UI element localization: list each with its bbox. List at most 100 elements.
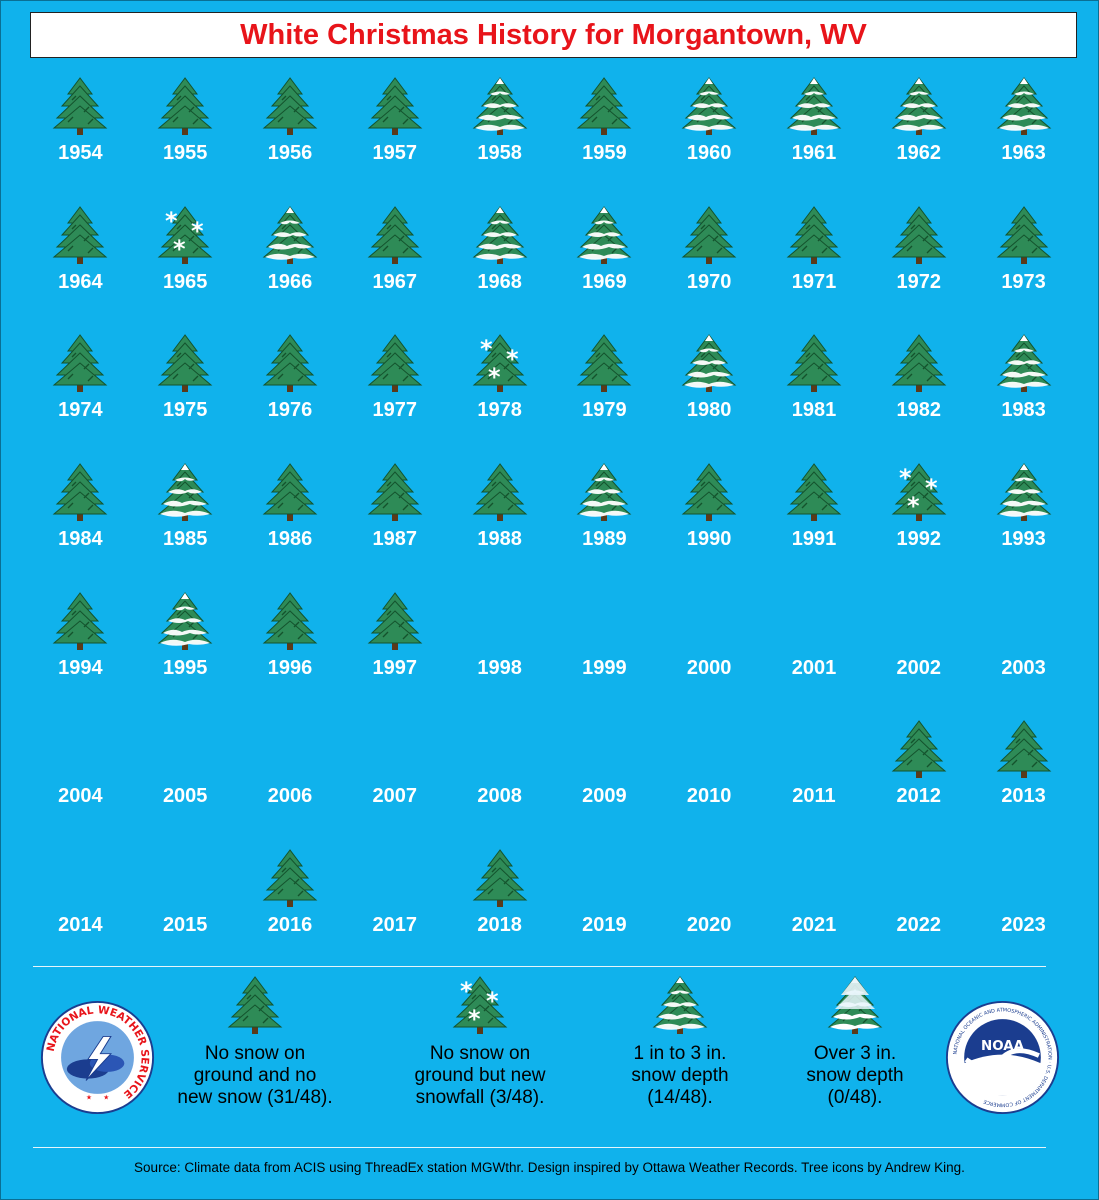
no-snow-tree-icon bbox=[574, 76, 634, 138]
year-cell: 2009 bbox=[552, 713, 657, 842]
svg-text:*: * bbox=[480, 335, 493, 363]
source-note: Source: Climate data from ACIS using Thr… bbox=[134, 1160, 965, 1175]
year-label: 2008 bbox=[477, 785, 522, 808]
year-cell: 1995 bbox=[133, 585, 238, 714]
year-cell: 1958 bbox=[447, 70, 552, 199]
year-label: 1976 bbox=[267, 399, 313, 422]
light-snow-tree-icon bbox=[260, 205, 320, 267]
year-label: 2015 bbox=[162, 914, 208, 937]
snowfall-tree-icon: * * * bbox=[155, 205, 215, 267]
year-label: 1997 bbox=[372, 656, 418, 679]
year-cell: 1962 bbox=[866, 70, 971, 199]
year-label: 1974 bbox=[58, 399, 103, 422]
empty-icon-slot bbox=[260, 719, 320, 781]
no-snow-tree-icon bbox=[365, 591, 425, 653]
year-cell: 1964 bbox=[28, 199, 133, 328]
year-label: 1984 bbox=[58, 528, 103, 551]
year-label: 1981 bbox=[791, 399, 837, 422]
year-label: 1958 bbox=[477, 142, 522, 164]
svg-text:*: * bbox=[173, 235, 186, 263]
year-cell: 2015 bbox=[133, 842, 238, 971]
year-cell: 1960 bbox=[657, 70, 762, 199]
year-cell: * * * 1992 bbox=[866, 456, 971, 585]
year-cell: * * * 1965 bbox=[133, 199, 238, 328]
empty-icon-slot bbox=[470, 719, 530, 781]
year-label: 2014 bbox=[58, 914, 103, 937]
year-cell: 2006 bbox=[238, 713, 343, 842]
legend-text: 1 in to 3 in. snow depth (14/48). bbox=[631, 1043, 729, 1108]
year-label: 1979 bbox=[582, 399, 627, 422]
year-cell: 1982 bbox=[866, 327, 971, 456]
svg-text:*: * bbox=[191, 217, 204, 245]
empty-icon-slot bbox=[679, 591, 739, 653]
year-label: 2022 bbox=[896, 914, 942, 937]
year-label: 2012 bbox=[896, 785, 942, 808]
year-label: 2011 bbox=[792, 785, 836, 808]
empty-icon-slot bbox=[574, 848, 634, 910]
year-cell: 1955 bbox=[133, 70, 238, 199]
legend-text: No snow on ground but new snowfall (3/48… bbox=[414, 1043, 546, 1108]
light-snow-tree-icon bbox=[889, 76, 949, 138]
year-label: 2006 bbox=[267, 785, 313, 808]
year-label: 1991 bbox=[791, 528, 837, 551]
year-label: 2005 bbox=[162, 785, 208, 808]
no-snow-tree-icon bbox=[365, 205, 425, 267]
no-snow-tree-icon bbox=[50, 333, 110, 395]
svg-text:*: * bbox=[468, 1005, 481, 1033]
light-snow-tree-icon bbox=[574, 462, 634, 524]
year-cell: 2012 bbox=[866, 713, 971, 842]
year-cell: 2019 bbox=[552, 842, 657, 971]
year-cell: 1979 bbox=[552, 327, 657, 456]
no-snow-tree-icon bbox=[889, 333, 949, 395]
legend-item: No snow on ground and no new snow (31/48… bbox=[155, 975, 355, 1109]
noaa-logo-text: NOAA bbox=[981, 1039, 1025, 1054]
year-cell: 1956 bbox=[238, 70, 343, 199]
no-snow-tree-icon bbox=[225, 975, 285, 1037]
year-cell: 2003 bbox=[971, 585, 1076, 714]
year-label: 2020 bbox=[686, 914, 732, 937]
year-cell: 1976 bbox=[238, 327, 343, 456]
svg-text:*: * bbox=[488, 363, 501, 391]
legend-item: 1 in to 3 in. snow depth (14/48). bbox=[585, 975, 775, 1109]
light-snow-tree-icon bbox=[994, 333, 1054, 395]
year-label: 2007 bbox=[372, 785, 418, 808]
year-label: 1969 bbox=[582, 270, 627, 293]
year-cell: 1998 bbox=[447, 585, 552, 714]
year-cell: 1986 bbox=[238, 456, 343, 585]
year-label: 1962 bbox=[896, 142, 942, 164]
year-cell: 2020 bbox=[657, 842, 762, 971]
svg-text:★: ★ bbox=[103, 1095, 109, 1102]
empty-icon-slot bbox=[679, 719, 739, 781]
light-snow-tree-icon bbox=[994, 462, 1054, 524]
year-label: 2000 bbox=[686, 656, 732, 679]
year-cell: 1972 bbox=[866, 199, 971, 328]
year-label: 1989 bbox=[582, 528, 627, 551]
year-label: 2010 bbox=[686, 785, 732, 808]
snowfall-tree-icon: * * * bbox=[889, 462, 949, 524]
title-box: White Christmas History for Morgantown, … bbox=[30, 12, 1077, 58]
year-label: 1999 bbox=[582, 656, 627, 679]
year-cell: 1961 bbox=[762, 70, 867, 199]
legend-bottom-divider bbox=[33, 1147, 1046, 1148]
empty-icon-slot bbox=[889, 848, 949, 910]
year-label: 1972 bbox=[896, 270, 942, 293]
year-cell: 2018 bbox=[447, 842, 552, 971]
year-cell: 2014 bbox=[28, 842, 133, 971]
year-cell: 1999 bbox=[552, 585, 657, 714]
no-snow-tree-icon bbox=[260, 76, 320, 138]
year-label: 1960 bbox=[686, 142, 732, 164]
noaa-logo-icon: NOAA NATIONAL OCEANIC AND ATMOSPHERIC AD… bbox=[945, 1000, 1060, 1115]
no-snow-tree-icon bbox=[784, 462, 844, 524]
year-label: 1995 bbox=[162, 656, 208, 679]
year-cell: 2002 bbox=[866, 585, 971, 714]
year-cell: 1993 bbox=[971, 456, 1076, 585]
no-snow-tree-icon bbox=[50, 76, 110, 138]
empty-icon-slot bbox=[994, 591, 1054, 653]
year-label: 1955 bbox=[162, 142, 208, 164]
light-snow-tree-icon bbox=[574, 205, 634, 267]
year-label: 1990 bbox=[686, 528, 732, 551]
no-snow-tree-icon bbox=[50, 591, 110, 653]
year-label: 1977 bbox=[372, 399, 418, 422]
year-label: 1996 bbox=[267, 656, 313, 679]
no-snow-tree-icon bbox=[260, 848, 320, 910]
